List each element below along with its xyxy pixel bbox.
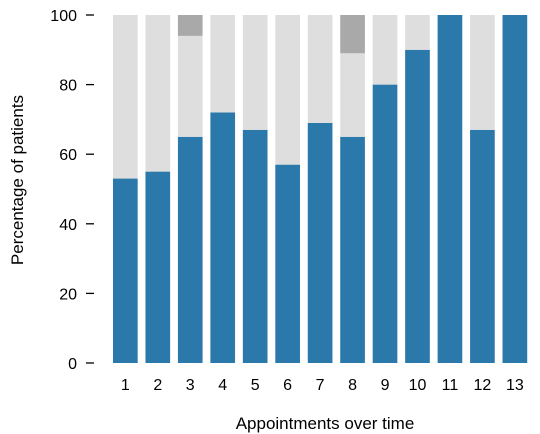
- x-tick-label-1: 1: [121, 377, 130, 394]
- bar-segment-13-s1: [502, 15, 528, 363]
- bar-segment-10-s1: [405, 49, 430, 364]
- bar-segment-4-s2: [210, 15, 236, 113]
- x-tick-label-9: 9: [381, 377, 390, 394]
- bars-group: [113, 15, 528, 364]
- y-tick-label-80: 80: [59, 78, 77, 95]
- bar-segment-5-s1: [242, 129, 268, 363]
- bar-segment-8-s2: [340, 53, 365, 137]
- y-tick-label-40: 40: [59, 217, 77, 234]
- bar-segment-3-s2: [177, 35, 203, 137]
- x-tick-label-5: 5: [251, 377, 260, 394]
- y-axis-label: Percentage of patients: [8, 95, 27, 265]
- bar-segment-9-s1: [372, 84, 398, 363]
- x-tick-label-6: 6: [283, 377, 292, 394]
- bar-segment-12-s2: [470, 15, 495, 130]
- bar-segment-8-s1: [340, 136, 365, 363]
- bar-segment-12-s1: [470, 129, 495, 363]
- bar-segment-2-s2: [145, 15, 171, 172]
- bar-segment-1-s1: [113, 178, 138, 363]
- bar-segment-6-s2: [275, 15, 300, 165]
- bar-segment-4-s1: [210, 112, 236, 363]
- bar-segment-3-s1: [177, 136, 203, 363]
- bar-segment-11-s1: [437, 15, 463, 363]
- bar-segment-9-s2: [372, 15, 398, 85]
- bar-segment-2-s1: [145, 171, 171, 363]
- bar-segment-7-s1: [307, 122, 333, 363]
- bar-segment-3-s3: [177, 15, 203, 36]
- x-tick-label-13: 13: [506, 377, 524, 394]
- x-tick-label-7: 7: [316, 377, 325, 394]
- y-tick-label-60: 60: [59, 147, 77, 164]
- x-axis-label: Appointments over time: [236, 414, 415, 433]
- y-axis: 0 20 40 60 80 100: [50, 8, 94, 373]
- x-tick-label-2: 2: [153, 377, 162, 394]
- x-tick-label-8: 8: [348, 377, 357, 394]
- x-axis: 1 2 3 4 5 6 7 8 9 10 11 12 13: [121, 377, 524, 394]
- y-tick-label-0: 0: [68, 356, 77, 373]
- bar-segment-1-s2: [113, 15, 138, 179]
- y-tick-label-20: 20: [59, 286, 77, 303]
- bar-segment-8-s3: [340, 15, 365, 54]
- x-tick-label-11: 11: [442, 377, 459, 394]
- bar-segment-5-s2: [242, 15, 268, 130]
- bar-segment-10-s2: [405, 15, 430, 50]
- bar-segment-6-s1: [275, 164, 300, 363]
- bar-segment-7-s2: [307, 15, 333, 123]
- x-tick-label-3: 3: [186, 377, 195, 394]
- x-tick-label-12: 12: [474, 377, 492, 394]
- x-tick-label-4: 4: [218, 377, 227, 394]
- y-tick-label-100: 100: [50, 8, 77, 25]
- x-tick-label-10: 10: [409, 377, 427, 394]
